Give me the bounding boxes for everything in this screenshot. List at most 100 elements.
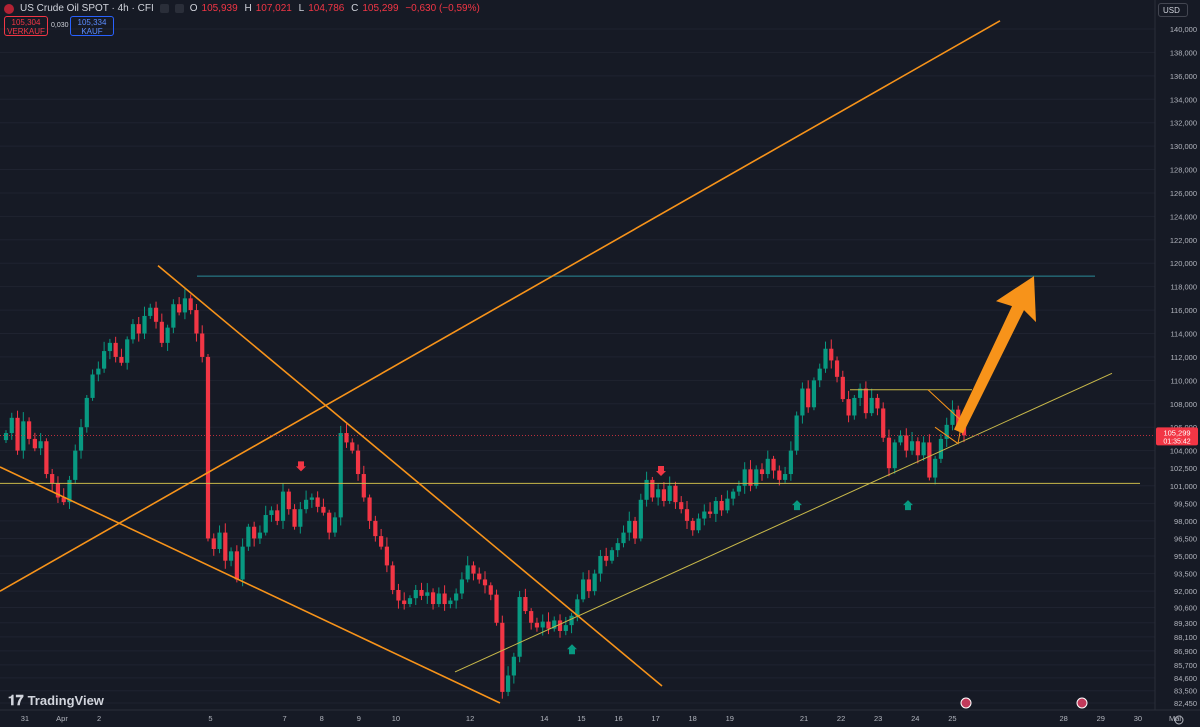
tradingview-logo-icon: 𝟏𝟕 [8, 692, 24, 708]
y-tick-label: 93,500 [1174, 570, 1197, 579]
candle-body [344, 433, 349, 443]
candle-body [684, 509, 690, 521]
candle-body [638, 499, 643, 539]
high-value: 107,021 [255, 3, 292, 14]
candle-body [419, 589, 424, 596]
y-tick-label: 92,000 [1174, 587, 1197, 596]
x-tick-label: 18 [689, 714, 697, 723]
candle-body [148, 307, 153, 316]
candle-body [759, 469, 765, 475]
x-tick-label: 9 [357, 714, 361, 723]
candle-body [102, 351, 107, 369]
candle-body [350, 442, 355, 451]
x-tick-label: 2 [97, 714, 101, 723]
candle-body [119, 356, 124, 363]
candle-body [55, 483, 61, 498]
candle-body [275, 510, 280, 521]
candle-body [904, 435, 909, 451]
y-tick-label: 82,450 [1174, 699, 1197, 708]
y-tick-label: 101,000 [1170, 482, 1197, 491]
symbol-title[interactable]: US Crude Oil SPOT · 4h · CFI [20, 3, 154, 14]
candle-body [50, 474, 55, 484]
candle-body [696, 518, 701, 531]
candle-body [846, 399, 851, 416]
candle-body [840, 376, 845, 400]
spread-value: 0,030 [51, 22, 69, 29]
y-tick-label: 132,000 [1170, 119, 1197, 128]
candle-body [806, 388, 811, 408]
candle-body [188, 298, 193, 311]
x-tick-label: 25 [948, 714, 956, 723]
candle-body [165, 327, 170, 343]
low-value: 104,786 [308, 3, 345, 14]
candle-body [177, 304, 182, 313]
candle-body [298, 509, 303, 527]
candle-body [234, 551, 239, 580]
us-flag-icon [4, 3, 14, 14]
candle-body [667, 485, 672, 501]
candle-body [944, 424, 949, 439]
x-tick-label: 24 [911, 714, 919, 723]
x-tick-label: 31 [21, 714, 29, 723]
y-tick-label: 98,000 [1174, 517, 1197, 526]
trend-line [0, 466, 501, 704]
y-tick-label: 85,700 [1174, 661, 1197, 670]
candle-body [713, 500, 718, 514]
y-tick-label: 118,000 [1170, 283, 1197, 292]
candle-body [26, 421, 32, 439]
candle-body [863, 388, 868, 414]
support-line [454, 372, 1113, 673]
candle-body [534, 622, 540, 628]
candle-body [263, 515, 268, 533]
signal-arrow-down [296, 461, 306, 472]
candle-body [471, 565, 476, 574]
x-tick-label: 5 [208, 714, 212, 723]
y-tick-label: 86,900 [1174, 647, 1197, 656]
candle-body [84, 397, 89, 428]
open-label: O [189, 3, 198, 14]
candle-body [442, 593, 447, 605]
y-tick-label: 89,300 [1174, 619, 1197, 628]
current-price-value: 105,299 [1163, 428, 1190, 437]
candle-body [488, 585, 493, 595]
x-tick-label: 28 [1060, 714, 1068, 723]
candle-body [892, 442, 897, 469]
candle-body [517, 597, 522, 657]
buy-label: KAUF [81, 27, 103, 36]
candle-body [205, 356, 211, 539]
candle-body [223, 532, 228, 561]
candle-body [332, 517, 338, 533]
y-tick-label: 104,000 [1170, 447, 1197, 456]
candle-body [748, 469, 753, 486]
candle-body [563, 625, 568, 631]
candle-body [609, 550, 615, 561]
candle-body [38, 441, 43, 449]
candle-body [557, 620, 563, 631]
candle-body [182, 298, 188, 313]
candle-body [852, 397, 857, 416]
y-tick-label: 126,000 [1170, 189, 1197, 198]
candle-body [494, 594, 499, 623]
candle-body [771, 458, 776, 471]
y-tick-label: 134,000 [1170, 95, 1197, 104]
candle-body [194, 310, 199, 334]
candle-body [338, 433, 343, 518]
candle-body [881, 408, 886, 438]
candle-body [78, 427, 84, 451]
candle-body [581, 579, 586, 600]
candle-body [113, 342, 118, 357]
candle-body [396, 589, 401, 601]
sell-button[interactable]: 105,304 VERKAUF [4, 16, 48, 36]
currency-selector[interactable]: USD [1158, 3, 1188, 17]
candle-body [379, 536, 384, 547]
candle-body [500, 622, 505, 692]
candle-body [286, 491, 291, 510]
candle-body [817, 368, 822, 381]
buy-button[interactable]: 105,334 KAUF [70, 16, 114, 36]
candle-body [269, 510, 274, 516]
candle-body [90, 374, 95, 398]
candle-body [73, 450, 78, 480]
signal-arrow-up [792, 500, 802, 511]
